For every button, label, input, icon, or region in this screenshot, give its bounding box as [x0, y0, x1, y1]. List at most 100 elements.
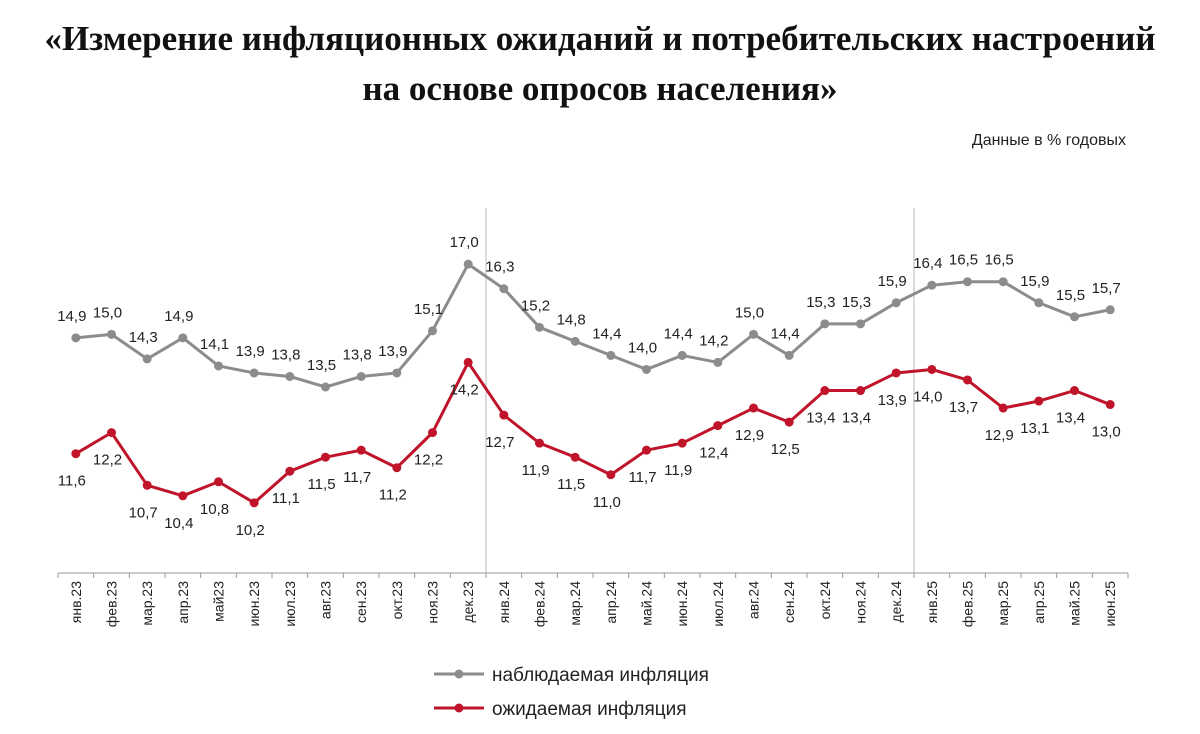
expected-inflation-data-label: 11,7	[343, 469, 371, 486]
expected-inflation-point	[998, 403, 1008, 413]
expected-inflation-data-label: 11,0	[593, 494, 621, 511]
expected-inflation-data-label: 10,2	[236, 522, 265, 539]
expected-inflation-data-label: 12,9	[735, 427, 764, 444]
x-tick-label: апр.24	[603, 581, 619, 624]
x-tick-label: сен.23	[353, 581, 369, 623]
observed-inflation-data-label: 14,8	[557, 311, 586, 328]
observed-inflation-point	[428, 326, 437, 336]
expected-inflation-point	[963, 375, 972, 385]
expected-inflation-point	[677, 438, 687, 448]
observed-inflation-point	[856, 319, 865, 329]
observed-inflation-data-label: 13,8	[271, 346, 300, 363]
x-tick-label: окт.23	[389, 581, 405, 620]
expected-inflation-point	[1070, 386, 1079, 396]
x-tick-label: янв.23	[68, 581, 84, 623]
observed-inflation-point	[71, 333, 81, 343]
expected-inflation-data-label: 13,4	[806, 410, 835, 427]
expected-inflation-data-label: 13,0	[1092, 424, 1121, 441]
x-tick-label: июн.25	[1102, 581, 1118, 627]
x-tick-label: май.24	[639, 581, 655, 626]
x-tick-label: авг.24	[746, 581, 762, 619]
expected-inflation-data-label: 11,5	[557, 476, 585, 493]
observed-inflation-point	[321, 382, 330, 392]
observed-inflation-data-label: 16,4	[913, 255, 942, 272]
x-tick-label: окт.24	[817, 581, 833, 620]
x-tick-label: фев.23	[104, 581, 120, 627]
observed-inflation-point	[499, 284, 509, 294]
expected-inflation-point	[214, 477, 223, 487]
observed-inflation-point	[356, 371, 366, 381]
expected-inflation-data-label: 12,9	[985, 427, 1014, 444]
observed-inflation-data-label: 15,0	[93, 304, 122, 321]
observed-inflation-point	[1070, 312, 1079, 322]
chart-title-line-2: на основе опросов населения»	[362, 69, 838, 108]
x-tick-label: фев.25	[960, 581, 976, 627]
observed-inflation-data-label: 14,3	[129, 329, 158, 346]
expected-inflation-data-label: 11,9	[664, 462, 692, 479]
observed-inflation-point	[463, 259, 473, 269]
expected-inflation-data-label: 13,4	[1056, 410, 1085, 427]
x-tick-label: июн.23	[246, 581, 262, 627]
observed-inflation-data-label: 16,5	[949, 252, 978, 269]
x-tick-label: апр.23	[175, 581, 191, 624]
expected-inflation-data-label: 12,4	[699, 445, 728, 462]
expected-inflation-data-label: 12,7	[485, 434, 514, 451]
observed-inflation-point	[392, 368, 402, 378]
expected-inflation-data-label: 11,7	[628, 469, 656, 486]
observed-inflation-data-label: 14,4	[771, 325, 800, 342]
expected-inflation-point	[1105, 400, 1115, 410]
expected-inflation-data-label: 12,2	[93, 452, 122, 469]
observed-inflation-data-label: 14,0	[628, 339, 657, 356]
expected-inflation-point	[535, 438, 544, 448]
observed-inflation-point	[142, 354, 152, 364]
expected-inflation-point	[178, 491, 188, 501]
expected-inflation-point	[606, 470, 616, 480]
observed-inflation-data-label: 15,0	[735, 304, 764, 321]
observed-inflation-data-label: 15,3	[842, 294, 871, 311]
expected-inflation-data-label: 11,9	[521, 462, 549, 479]
x-tick-label: ноя.23	[425, 581, 441, 624]
expected-inflation-point	[107, 428, 116, 438]
x-tick-label: май23	[211, 581, 227, 622]
x-tick-label: мар.23	[139, 581, 155, 626]
expected-inflation-data-label: 10,4	[164, 515, 193, 532]
observed-inflation-point	[249, 368, 259, 378]
observed-inflation-point	[927, 280, 937, 290]
expected-inflation-data-label: 11,6	[58, 473, 86, 490]
x-tick-label: янв.25	[924, 581, 940, 623]
expected-inflation-point	[713, 421, 723, 431]
x-tick-label: апр.25	[1031, 581, 1047, 624]
observed-inflation-data-label: 15,5	[1056, 287, 1085, 304]
expected-inflation-data-label: 14,0	[913, 388, 942, 405]
expected-inflation-point	[392, 463, 402, 473]
x-tick-label: фев.24	[532, 581, 548, 627]
x-tick-label: авг.23	[318, 581, 334, 619]
observed-inflation-data-label: 13,5	[307, 357, 336, 374]
observed-inflation-data-label: 15,1	[414, 301, 443, 318]
expected-inflation-point	[749, 403, 758, 413]
expected-inflation-point	[856, 386, 865, 396]
observed-inflation-data-label: 14,4	[664, 325, 693, 342]
expected-inflation-point	[642, 445, 651, 455]
observed-inflation-data-label: 15,9	[878, 273, 907, 290]
observed-inflation-data-label: 13,9	[236, 343, 265, 360]
observed-inflation-data-label: 13,9	[378, 343, 407, 360]
observed-inflation-data-label: 14,9	[164, 308, 193, 325]
x-tick-label: янв.24	[496, 581, 512, 623]
observed-inflation-data-label: 15,3	[806, 294, 835, 311]
observed-inflation-point	[963, 277, 972, 287]
units-note: Данные в % годовых	[971, 132, 1126, 149]
x-tick-label: июл.24	[710, 581, 726, 627]
expected-inflation-point	[820, 386, 830, 396]
observed-inflation-data-label: 15,9	[1020, 273, 1049, 290]
expected-inflation-data-label: 12,2	[414, 452, 443, 469]
observed-inflation-point	[1034, 298, 1044, 308]
expected-inflation-data-label: 13,7	[949, 399, 978, 416]
expected-inflation-point	[71, 449, 81, 459]
expected-inflation-line	[75, 360, 1111, 505]
x-tick-label: мар.24	[567, 581, 583, 626]
expected-inflation-point	[570, 452, 580, 462]
expected-inflation-point	[428, 428, 437, 438]
observed-inflation-point	[107, 329, 116, 339]
